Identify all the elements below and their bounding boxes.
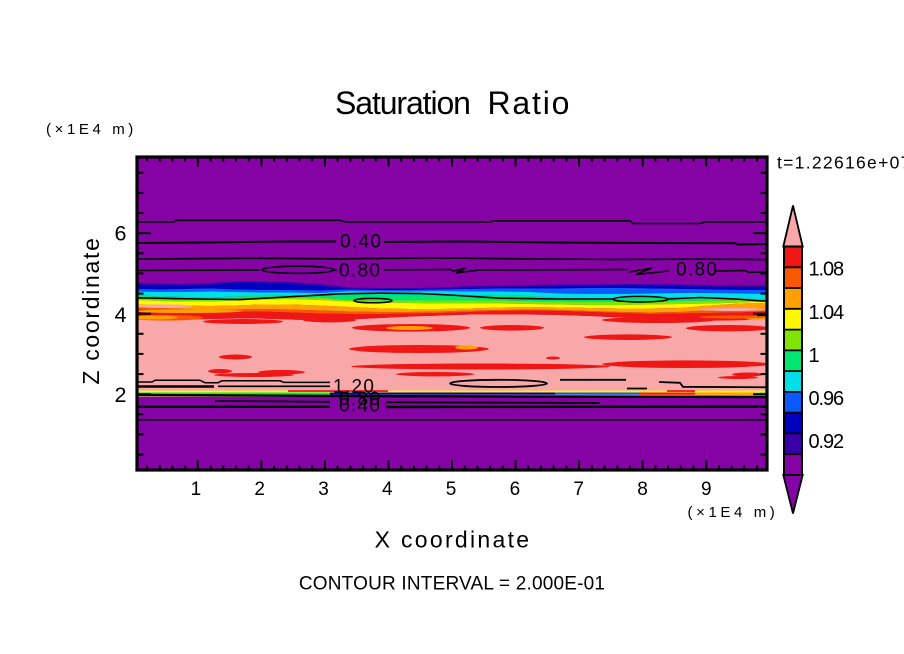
svg-text:2: 2 <box>115 383 127 407</box>
svg-text:3: 3 <box>318 479 329 500</box>
svg-text:0.80: 0.80 <box>339 389 381 410</box>
svg-text:CONTOUR INTERVAL = 2.000E-01: CONTOUR INTERVAL = 2.000E-01 <box>299 574 605 595</box>
svg-text:4: 4 <box>115 303 127 327</box>
svg-text:1.04: 1.04 <box>809 302 845 324</box>
svg-text:6: 6 <box>510 479 521 500</box>
svg-text:1: 1 <box>809 345 820 367</box>
svg-text:1.20: 1.20 <box>333 376 375 397</box>
svg-text:5: 5 <box>446 479 457 500</box>
svg-text:0.40: 0.40 <box>339 396 381 417</box>
svg-text:t=1.22616e+07: t=1.22616e+07 <box>777 153 904 173</box>
svg-text:(×1E4 m): (×1E4 m) <box>46 121 137 138</box>
svg-text:1: 1 <box>191 479 202 500</box>
svg-text:4: 4 <box>382 479 393 500</box>
svg-text:(×1E4 m): (×1E4 m) <box>688 504 779 521</box>
svg-text:Ratio: Ratio <box>488 85 572 121</box>
svg-text:1.08: 1.08 <box>809 259 845 281</box>
svg-text:6: 6 <box>115 222 127 246</box>
svg-text:0.80: 0.80 <box>676 260 718 281</box>
svg-text:0.80: 0.80 <box>339 260 381 281</box>
svg-text:8: 8 <box>637 479 648 500</box>
svg-text:0.40: 0.40 <box>340 231 382 252</box>
svg-text:9: 9 <box>701 479 712 500</box>
svg-text:Saturation: Saturation <box>335 85 470 121</box>
svg-text:Z coordinate: Z coordinate <box>78 236 104 384</box>
svg-text:X coordinate: X coordinate <box>375 527 532 553</box>
svg-text:0.96: 0.96 <box>809 388 845 410</box>
svg-text:7: 7 <box>573 479 584 500</box>
svg-text:0.92: 0.92 <box>809 431 845 453</box>
svg-text:2: 2 <box>254 479 265 500</box>
